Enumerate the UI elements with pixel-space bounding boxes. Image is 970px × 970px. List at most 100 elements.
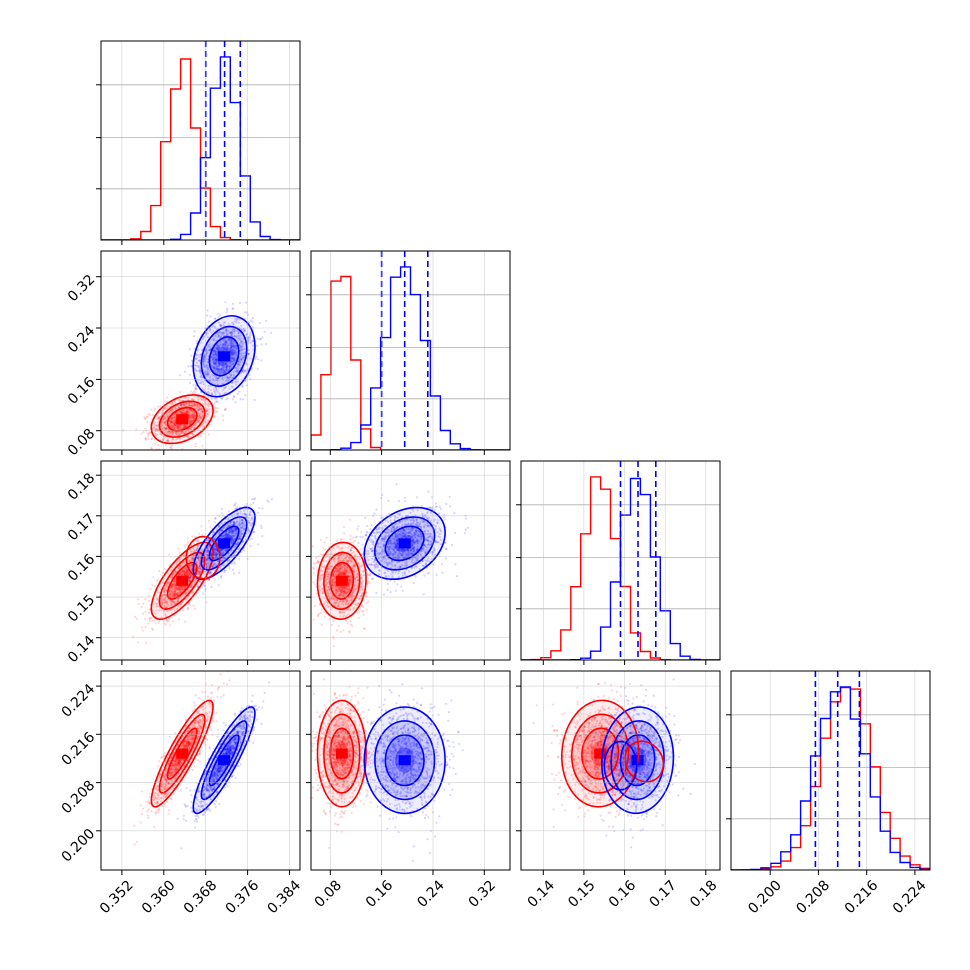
scatter-point: [226, 544, 229, 547]
scatter-point: [197, 556, 200, 559]
scatter-point: [134, 615, 137, 619]
scatter-point: [177, 426, 180, 429]
scatter-point: [222, 526, 226, 529]
scatter-point: [183, 417, 186, 421]
scatter-point: [219, 541, 222, 544]
scatter-point: [183, 425, 187, 428]
scatter-point: [234, 527, 237, 531]
scatter-point: [192, 604, 195, 607]
scatter-point: [241, 352, 245, 355]
scatter-point: [186, 420, 189, 423]
scatter-point: [225, 365, 228, 368]
scatter-point: [167, 604, 170, 607]
scatter-point: [168, 405, 171, 408]
scatter-point: [201, 414, 204, 417]
scatter-point: [143, 416, 146, 419]
scatter-point: [217, 539, 221, 542]
scatter-point: [247, 338, 250, 341]
scatter-point: [337, 570, 340, 573]
scatter-point: [187, 413, 190, 416]
scatter-point: [180, 422, 183, 425]
scatter-point: [181, 582, 184, 585]
scatter-point: [217, 364, 221, 367]
scatter-point: [230, 537, 233, 541]
scatter-point: [201, 415, 204, 418]
scatter-point: [177, 576, 180, 580]
scatter-point: [176, 406, 180, 409]
scatter-point: [207, 344, 210, 347]
scatter-point: [172, 420, 175, 423]
scatter-point: [234, 527, 237, 530]
scatter-point: [218, 530, 222, 533]
scatter-point: [228, 365, 231, 369]
scatter-point: [313, 604, 317, 608]
scatter-point: [191, 413, 195, 416]
scatter-point: [190, 592, 193, 595]
scatter-point: [171, 592, 174, 595]
scatter-point: [226, 524, 229, 527]
scatter-point: [193, 411, 196, 414]
scatter-point: [178, 581, 181, 584]
scatter-point: [216, 367, 219, 370]
scatter-point: [230, 339, 233, 342]
scatter-point: [185, 581, 188, 584]
scatter-point: [181, 414, 184, 417]
scatter-point: [164, 443, 167, 447]
scatter-point: [223, 571, 226, 574]
scatter-point: [179, 418, 182, 421]
scatter-point: [227, 542, 231, 545]
scatter-point: [217, 560, 220, 563]
scatter-point: [223, 564, 226, 568]
scatter-point: [239, 345, 242, 349]
scatter-point: [214, 352, 217, 355]
scatter-point: [174, 424, 177, 427]
scatter-point: [213, 557, 217, 560]
scatter-point: [181, 420, 184, 423]
scatter-point: [224, 540, 227, 543]
scatter-point: [185, 411, 188, 415]
scatter-point: [211, 565, 214, 569]
scatter-point: [181, 586, 184, 590]
scatter-point: [222, 359, 225, 362]
scatter-point: [185, 583, 188, 586]
scatter-point: [201, 533, 204, 537]
scatter-point: [225, 536, 228, 539]
scatter-point: [175, 420, 178, 423]
scatter-point: [164, 567, 167, 570]
scatter-point: [331, 624, 334, 627]
scatter-point: [183, 586, 186, 590]
scatter-point: [231, 302, 234, 306]
scatter-point: [214, 346, 217, 349]
scatter-point: [201, 410, 204, 413]
scatter-point: [218, 532, 221, 535]
scatter-point: [173, 421, 176, 424]
scatter-point: [215, 550, 218, 553]
scatter-point: [215, 375, 218, 379]
scatter-point: [180, 588, 183, 591]
scatter-point: [244, 394, 247, 397]
scatter-point: [182, 562, 185, 565]
scatter-point: [228, 337, 231, 340]
scatter-point: [213, 548, 216, 551]
scatter-point: [230, 334, 233, 337]
scatter-point: [173, 416, 176, 420]
scatter-point: [238, 390, 241, 393]
scatter-point: [144, 598, 147, 601]
scatter-point: [196, 540, 199, 543]
scatter-point: [233, 520, 236, 524]
scatter-point: [177, 592, 180, 595]
scatter-point: [223, 376, 226, 379]
scatter-point: [233, 546, 236, 549]
scatter-point: [178, 588, 181, 592]
scatter-point: [181, 585, 184, 588]
scatter-point: [327, 593, 330, 596]
scatter-point: [191, 582, 194, 586]
scatter-point: [228, 376, 231, 379]
scatter-point: [157, 420, 160, 424]
scatter-point: [179, 603, 182, 606]
scatter-point: [221, 551, 225, 554]
scatter-point: [336, 573, 339, 576]
scatter-point: [184, 571, 187, 574]
scatter-point: [179, 413, 182, 416]
scatter-point: [183, 578, 186, 581]
